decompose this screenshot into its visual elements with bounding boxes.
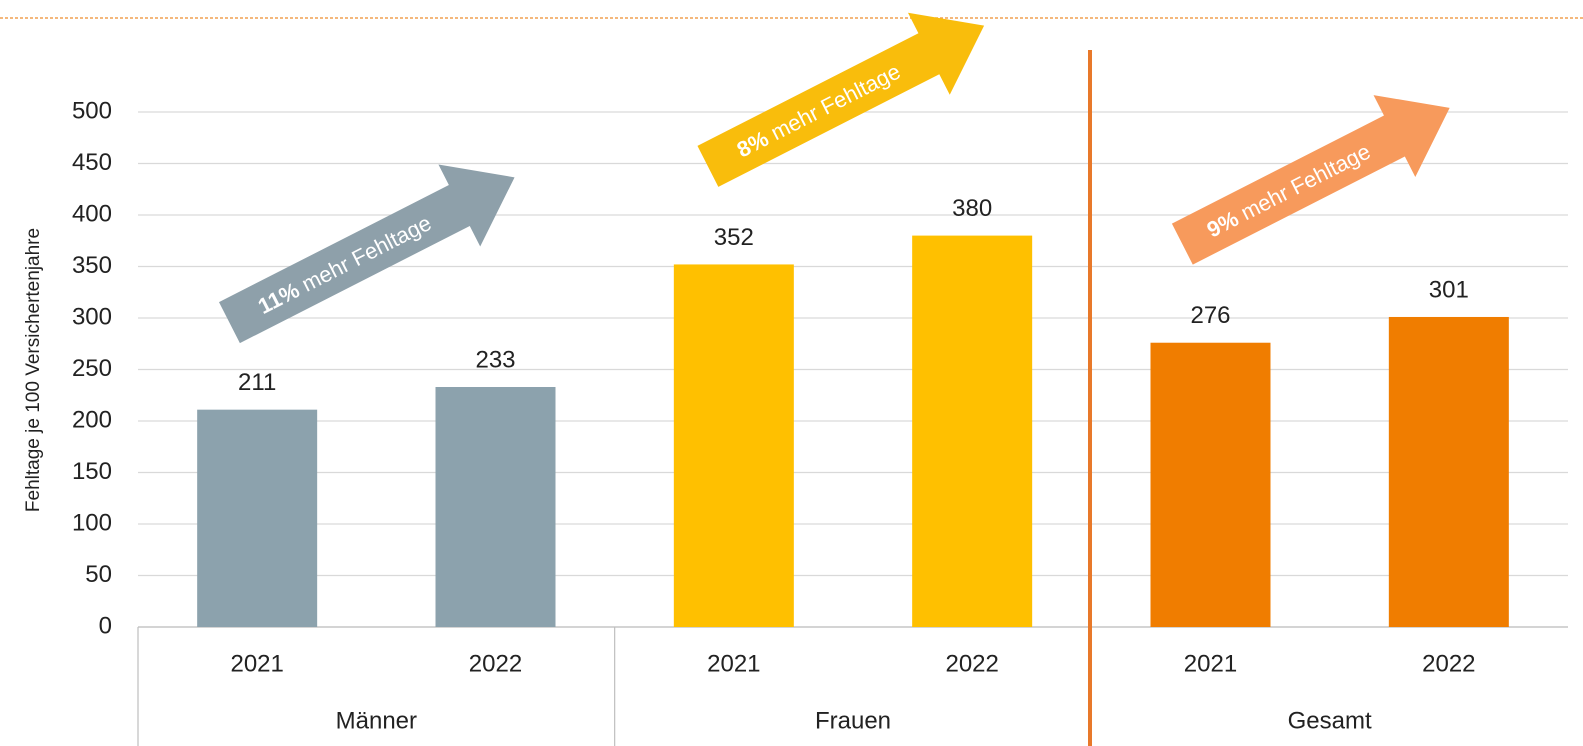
annotation-text: 8% mehr Fehltage xyxy=(733,58,905,162)
data-label: 211 xyxy=(238,369,276,396)
x-tick-label: 2022 xyxy=(945,650,998,677)
group-label: Gesamt xyxy=(1288,707,1372,734)
bar xyxy=(673,264,794,627)
y-tick-label: 50 xyxy=(85,561,112,588)
arrow-shape xyxy=(1171,95,1450,265)
y-axis-label: Fehltage je 100 Versichertenjahre xyxy=(23,228,44,512)
data-label: 352 xyxy=(714,224,754,251)
bar xyxy=(435,387,556,627)
y-tick-label: 250 xyxy=(72,355,112,382)
annotation-text: 9% mehr Fehltage xyxy=(1203,138,1375,242)
annotation-arrow: 8% mehr Fehltage xyxy=(697,12,985,187)
bar xyxy=(1388,316,1509,627)
annotation-arrow: 11% mehr Fehltage xyxy=(218,164,515,344)
group-label: Männer xyxy=(336,707,417,734)
annotation-arrow: 9% mehr Fehltage xyxy=(1171,95,1450,265)
y-tick-label: 0 xyxy=(99,612,112,639)
arrow-shape xyxy=(697,12,985,187)
x-tick-label: 2022 xyxy=(1422,650,1475,677)
bar xyxy=(197,409,318,627)
x-tick-label: 2022 xyxy=(469,650,522,677)
y-tick-label: 500 xyxy=(72,97,112,124)
bar xyxy=(912,235,1033,627)
y-tick-label: 200 xyxy=(72,406,112,433)
y-tick-label: 400 xyxy=(72,200,112,227)
x-tick-label: 2021 xyxy=(230,650,283,677)
y-tick-label: 300 xyxy=(72,303,112,330)
annotation-text: 11% mehr Fehltage xyxy=(254,210,435,319)
y-tick-label: 350 xyxy=(72,252,112,279)
bar xyxy=(1150,342,1271,627)
data-label: 301 xyxy=(1429,276,1469,303)
y-tick-label: 150 xyxy=(72,458,112,485)
x-tick-label: 2021 xyxy=(1184,650,1237,677)
y-tick-label: 450 xyxy=(72,149,112,176)
y-tick-label: 100 xyxy=(72,509,112,536)
data-label: 380 xyxy=(952,195,992,222)
arrow-shape xyxy=(218,164,515,344)
data-label: 233 xyxy=(475,346,515,373)
x-tick-label: 2021 xyxy=(707,650,760,677)
data-label: 276 xyxy=(1190,302,1230,329)
group-label: Frauen xyxy=(815,707,891,734)
